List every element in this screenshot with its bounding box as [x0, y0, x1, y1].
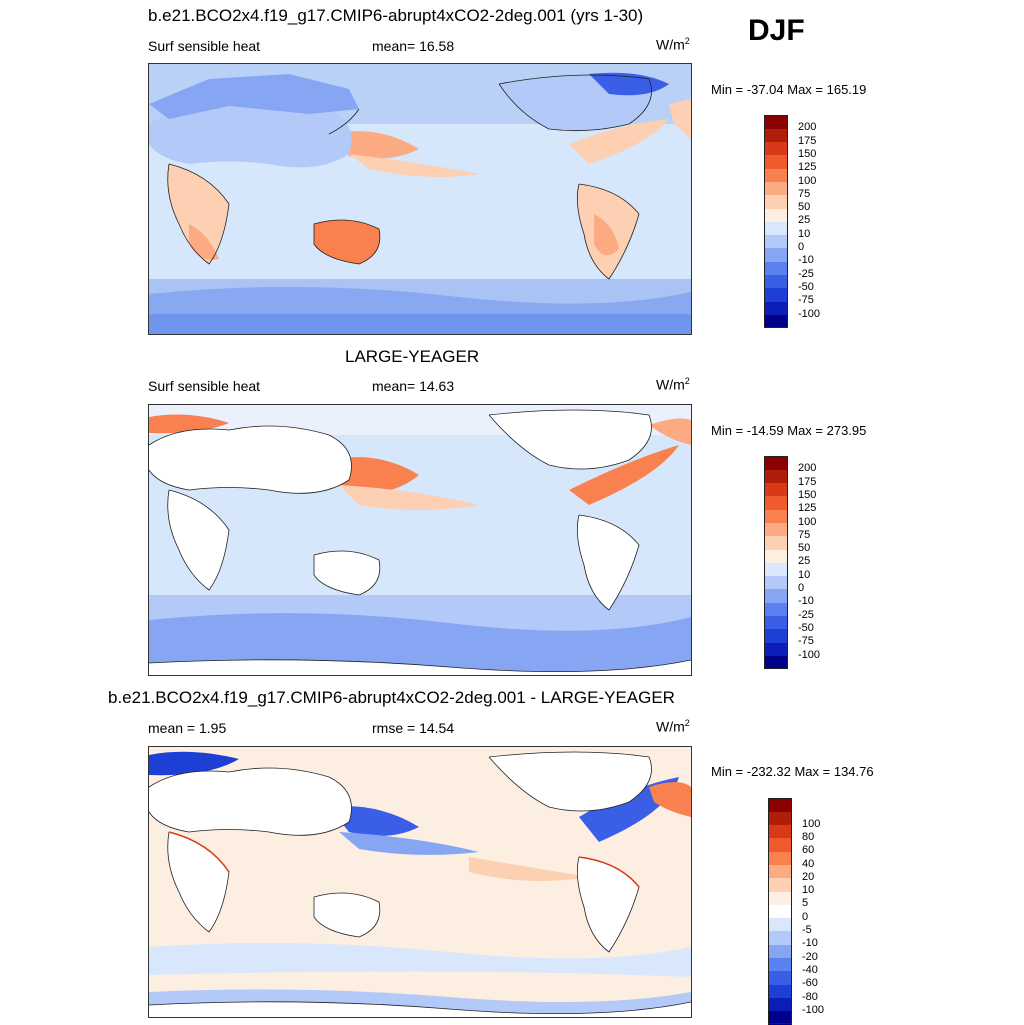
colorbar-tick-label: 175 [798, 134, 817, 147]
colorbar-tick-label: -100 [798, 648, 821, 661]
season-label: DJF [748, 14, 805, 47]
colorbar-tick-label: 10 [802, 884, 815, 897]
colorbar-tick-label: 50 [798, 542, 811, 555]
colorbar-tick-label: 0 [802, 910, 809, 923]
colorbar-tick-label: 125 [798, 502, 817, 515]
map-diff [148, 746, 692, 1018]
colorbar-tick-label: 100 [802, 817, 821, 830]
colorbar-tick-label: -10 [802, 937, 818, 950]
minmax-label: Min = -14.59 Max = 273.95 [711, 423, 867, 438]
variable-label: Surf sensible heat [148, 38, 261, 54]
minmax-label: Min = -232.32 Max = 134.76 [711, 764, 874, 779]
panel-title: b.e21.BCO2x4.f19_g17.CMIP6-abrupt4xCO2-2… [148, 6, 644, 25]
colorbar-tick-label: -80 [802, 990, 818, 1003]
colorbar-tick-label: -10 [798, 254, 814, 267]
colorbar-tick-label: 125 [798, 161, 817, 174]
colorbar-tick-label: 100 [798, 174, 817, 187]
colorbar-tick-label: -75 [798, 635, 814, 648]
colorbar-tick-label: -50 [798, 280, 814, 293]
colorbar-tick-label: 10 [798, 227, 811, 240]
colorbar-tick-label: -60 [802, 977, 818, 990]
mean-label: mean = 1.95 [148, 720, 227, 736]
colorbar-tick-label: 40 [802, 857, 815, 870]
colorbar-tick-label: 175 [798, 475, 817, 488]
colorbar-tick-label: 0 [798, 241, 805, 253]
colorbar-tick-label: -75 [798, 294, 814, 307]
units-label: W/m2 [656, 718, 690, 735]
map-model [148, 63, 692, 335]
colorbar-tick-label: 200 [798, 121, 817, 134]
colorbar-tick-label: 50 [798, 201, 811, 214]
panel-title: b.e21.BCO2x4.f19_g17.CMIP6-abrupt4xCO2-2… [108, 688, 675, 707]
colorbar-tick-label: 80 [802, 830, 815, 843]
colorbar-frame [764, 456, 788, 669]
colorbar-tick-label: 10 [798, 568, 811, 581]
colorbar-tick-label: -50 [798, 621, 814, 634]
units-label: W/m2 [656, 36, 690, 53]
colorbar-tick-label: -25 [798, 608, 814, 621]
colorbar-frame [764, 115, 788, 328]
minmax-label: Min = -37.04 Max = 165.19 [711, 82, 867, 97]
mean-label: mean= 16.58 [372, 38, 455, 54]
colorbar-tick-label: 25 [798, 555, 811, 568]
colorbar-tick-label: -100 [802, 1003, 825, 1016]
colorbar-tick-label: 100 [798, 515, 817, 528]
colorbar-tick-label: 5 [802, 897, 809, 910]
panel-title: LARGE-YEAGER [345, 347, 480, 366]
colorbar-tick-label: -40 [802, 963, 818, 976]
rmse-label: rmse = 14.54 [372, 720, 455, 736]
colorbar-tick-label: -5 [802, 924, 812, 936]
mean-label: mean= 14.63 [372, 378, 455, 394]
colorbar-tick-label: -25 [798, 267, 814, 280]
colorbar-tick-label: 75 [798, 528, 811, 541]
units-label: W/m2 [656, 376, 690, 393]
colorbar-tick-label: 200 [798, 462, 817, 475]
colorbar-tick-label: -100 [798, 307, 821, 320]
variable-label: Surf sensible heat [148, 378, 261, 394]
map-obs [148, 404, 692, 676]
colorbar-tick-label: 25 [798, 214, 811, 227]
colorbar-tick-label: 150 [798, 488, 817, 501]
colorbar-tick-label: 20 [802, 870, 815, 883]
colorbar-frame [768, 798, 792, 1025]
colorbar-tick-label: 75 [798, 187, 811, 200]
colorbar-tick-label: -10 [798, 595, 814, 608]
colorbar-tick-label: 150 [798, 147, 817, 160]
colorbar-tick-label: -20 [802, 950, 818, 963]
colorbar-tick-label: 60 [802, 844, 815, 857]
colorbar-tick-label: 0 [798, 582, 805, 594]
